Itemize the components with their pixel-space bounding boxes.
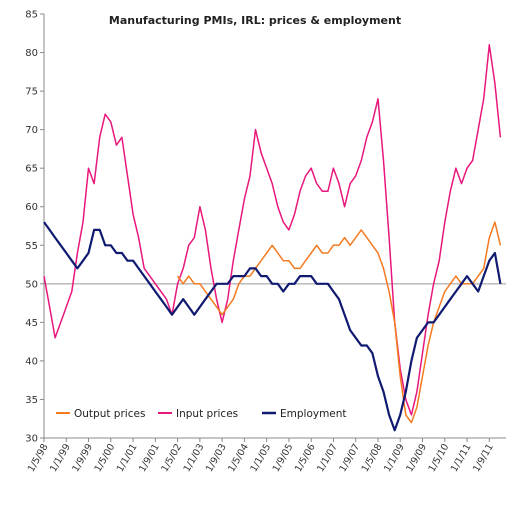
x-axis: 1/5/981/1/991/9/991/5/001/1/011/9/011/5/…: [26, 438, 496, 474]
x-tick-label: 1/1/01: [115, 442, 140, 474]
x-tick-label: 1/5/10: [427, 442, 452, 474]
x-tick-label: 1/1/99: [48, 442, 73, 474]
y-tick-label: 30: [25, 434, 38, 445]
x-tick-label: 1/9/07: [337, 442, 362, 474]
x-tick-label: 1/5/06: [293, 442, 318, 474]
y-tick-label: 85: [25, 10, 38, 21]
series-line-input-prices: [44, 45, 500, 415]
y-tick-label: 45: [25, 318, 38, 329]
x-tick-label: 1/9/09: [404, 442, 429, 474]
x-tick-label: 1/1/11: [449, 442, 474, 474]
x-tick-label: 1/9/99: [70, 442, 95, 474]
y-tick-label: 80: [25, 48, 38, 59]
x-tick-label: 1/9/01: [137, 442, 162, 474]
x-tick-label: 1/5/04: [226, 442, 251, 474]
chart-title: Manufacturing PMIs, IRL: prices & employ…: [109, 14, 401, 27]
legend-label-employment: Employment: [280, 408, 347, 420]
y-tick-label: 40: [25, 356, 38, 367]
series-layer: [44, 45, 500, 431]
x-tick-label: 1/5/02: [159, 442, 184, 474]
x-tick-label: 1/9/03: [204, 442, 229, 474]
y-tick-label: 70: [25, 125, 38, 136]
x-tick-label: 1/5/08: [360, 442, 385, 474]
y-axis: 30 35 40 45 50 55 60 65 70 75 80 85: [25, 10, 44, 445]
y-tick-label: 35: [25, 395, 38, 406]
y-tick-label: 75: [25, 87, 38, 98]
y-tick-label: 60: [25, 202, 38, 213]
x-tick-label: 1/1/03: [182, 442, 207, 474]
y-tick-label: 65: [25, 164, 38, 175]
x-tick-label: 1/5/98: [26, 442, 51, 474]
y-tick-label: 55: [25, 241, 38, 252]
legend-label-output-prices: Output prices: [74, 408, 145, 420]
legend: Output prices Input prices Employment: [56, 408, 347, 420]
y-tick-label: 50: [25, 279, 38, 290]
series-line-output-prices: [178, 222, 501, 423]
x-tick-label: 1/5/00: [93, 442, 118, 474]
x-tick-label: 1/1/09: [382, 442, 407, 474]
x-tick-label: 1/9/05: [271, 442, 296, 474]
x-tick-label: 1/1/05: [248, 442, 273, 474]
x-tick-label: 1/1/07: [315, 442, 340, 474]
legend-label-input-prices: Input prices: [176, 408, 238, 420]
x-tick-label: 1/9/11: [471, 442, 496, 474]
